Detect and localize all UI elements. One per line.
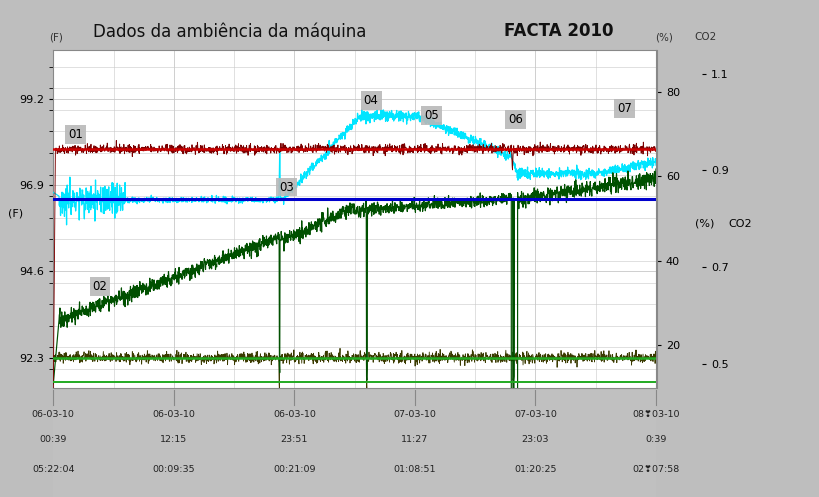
- Text: 0:39: 0:39: [645, 435, 666, 444]
- Text: 02❣07:58: 02❣07:58: [631, 465, 679, 474]
- Text: 11:27: 11:27: [400, 435, 428, 444]
- Text: 12:15: 12:15: [160, 435, 188, 444]
- Text: FACTA 2010: FACTA 2010: [504, 22, 613, 40]
- Text: 02: 02: [93, 280, 107, 293]
- Text: 08❣03-10: 08❣03-10: [631, 410, 679, 419]
- Text: 07-03-10: 07-03-10: [514, 410, 556, 419]
- Text: 05:22:04: 05:22:04: [32, 465, 75, 474]
- Text: Dados da ambiência da máquina: Dados da ambiência da máquina: [93, 22, 366, 41]
- Text: 06-03-10: 06-03-10: [32, 410, 75, 419]
- Text: 01:08:51: 01:08:51: [393, 465, 436, 474]
- Y-axis label: CO2: CO2: [727, 219, 751, 229]
- Text: 01: 01: [68, 128, 84, 141]
- Text: (F): (F): [49, 32, 62, 42]
- Text: 23:03: 23:03: [521, 435, 549, 444]
- Text: 23:51: 23:51: [280, 435, 308, 444]
- Text: 00:39: 00:39: [39, 435, 67, 444]
- Text: (%): (%): [654, 32, 672, 42]
- Y-axis label: (F): (F): [7, 209, 23, 219]
- Y-axis label: (%): (%): [695, 219, 714, 229]
- Text: 04: 04: [364, 94, 378, 107]
- Text: 05: 05: [423, 109, 438, 122]
- Text: 07: 07: [616, 102, 631, 115]
- Text: 06-03-10: 06-03-10: [152, 410, 195, 419]
- Text: 06: 06: [508, 113, 523, 126]
- Text: 03: 03: [279, 180, 294, 193]
- Text: CO2: CO2: [693, 32, 716, 42]
- Text: 06-03-10: 06-03-10: [273, 410, 315, 419]
- Text: 01:20:25: 01:20:25: [514, 465, 556, 474]
- Text: 00:21:09: 00:21:09: [273, 465, 315, 474]
- Text: 07-03-10: 07-03-10: [393, 410, 436, 419]
- Text: 00:09:35: 00:09:35: [152, 465, 195, 474]
